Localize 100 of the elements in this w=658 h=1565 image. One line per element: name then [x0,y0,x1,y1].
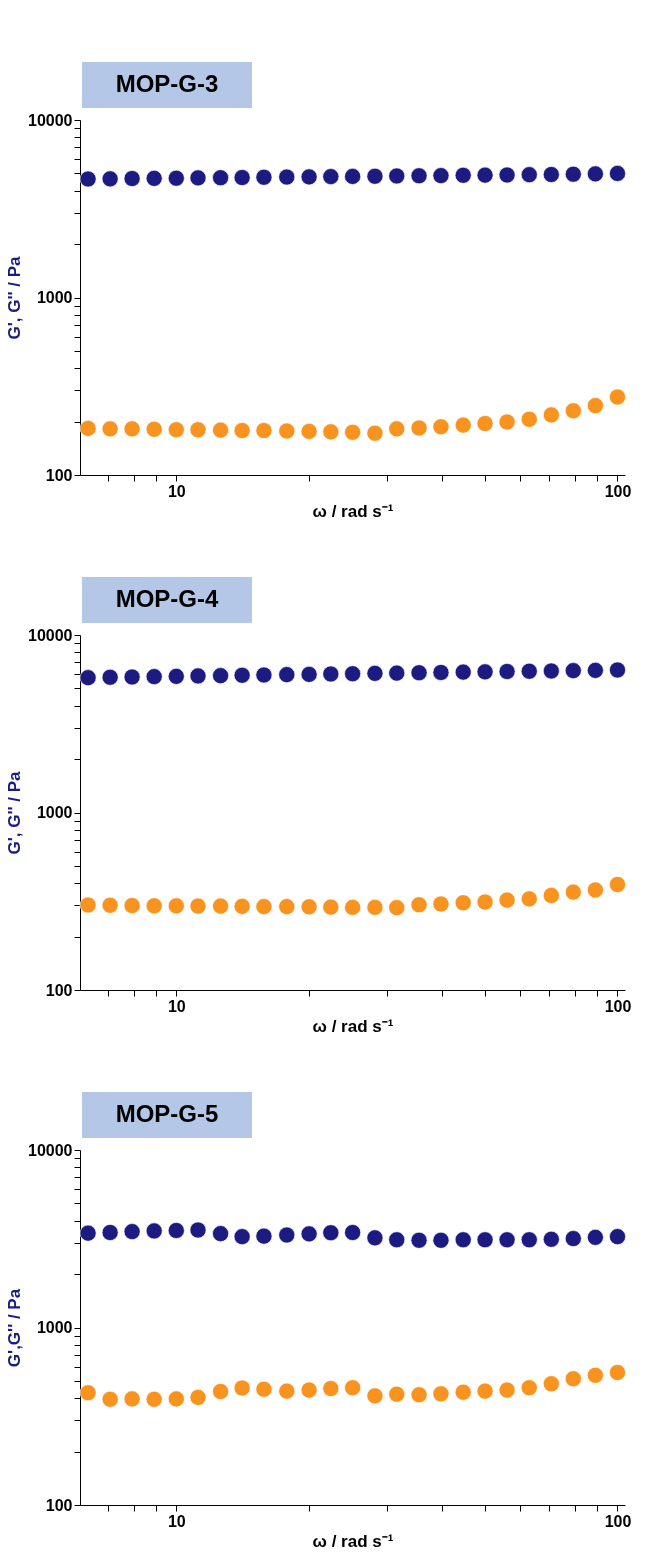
point [432,895,450,913]
point [189,1389,207,1406]
y-tick-label: 100 [45,466,73,484]
point [344,168,361,185]
point [454,894,472,912]
point [476,1231,494,1249]
point [300,898,318,916]
point [322,1380,340,1397]
point [587,662,604,679]
x-tick-label: 10 [167,1512,186,1530]
point [432,167,450,184]
point [123,1223,141,1240]
point [432,418,450,436]
point [167,1222,185,1239]
point [79,420,97,437]
point [145,1222,163,1240]
point [101,1224,119,1241]
point [300,666,318,683]
x-axis-title: ω / rad s⁻¹ [312,1016,394,1036]
point [233,898,251,915]
point [123,420,141,438]
y-tick-label: 100 [45,981,73,999]
chart-title: MOP-G-3 [115,70,219,97]
point [454,1231,472,1249]
x-axis-title: ω / rad s⁻¹ [312,1531,394,1551]
point [233,1228,251,1245]
point [366,424,384,442]
y-tick-label: 100 [45,1496,73,1514]
point [255,168,273,186]
point [542,406,560,424]
point [233,666,251,684]
point [322,423,340,441]
point [322,665,340,683]
point [212,1383,229,1400]
point [189,421,207,439]
point [123,897,141,914]
point [410,167,428,185]
point [564,402,582,420]
point [300,1381,318,1399]
point [167,421,185,439]
point [542,662,560,680]
point [410,664,428,682]
point [79,896,97,914]
point [344,665,361,683]
point [101,1390,119,1408]
point [432,1385,450,1403]
point [255,898,273,915]
point [278,1382,296,1400]
point [388,1385,406,1403]
point [145,668,163,685]
point [498,1231,516,1249]
x-tick-label: 10 [167,997,186,1015]
chart-title: MOP-G-4 [115,585,219,612]
point [255,1380,273,1398]
point [410,1386,428,1404]
point [300,423,318,440]
point [609,661,626,679]
point [79,1224,97,1242]
point [278,1226,296,1244]
point [498,166,516,184]
point [167,897,185,915]
point [255,666,273,684]
point [432,1231,450,1249]
point [278,422,296,440]
point [212,421,229,439]
point [388,420,406,438]
point [233,422,251,439]
point [520,1231,538,1249]
chart-title: MOP-G-5 [115,1100,219,1127]
point [189,1221,207,1239]
y-tick-label: 10000 [28,626,73,644]
point [79,669,97,687]
point [123,170,141,187]
point [344,423,361,441]
point [300,1225,318,1243]
point [212,667,229,685]
point [366,1387,384,1405]
point [388,1231,406,1249]
point [609,876,626,893]
point [476,415,494,432]
point [145,170,163,187]
point [388,167,406,185]
point [498,413,516,431]
point [587,1229,604,1246]
point [542,1375,560,1393]
point [189,169,207,187]
point [366,1229,384,1247]
point [322,1224,340,1242]
point [609,1228,626,1245]
point [476,663,494,681]
point [212,897,229,915]
point [344,899,361,916]
point [454,166,472,184]
y-tick-label: 1000 [36,804,73,821]
point [520,662,538,680]
point [542,887,560,904]
y-axis-title: G', G'' / Pa [5,255,25,340]
point [388,664,406,682]
point [233,1379,251,1397]
point [388,899,406,917]
